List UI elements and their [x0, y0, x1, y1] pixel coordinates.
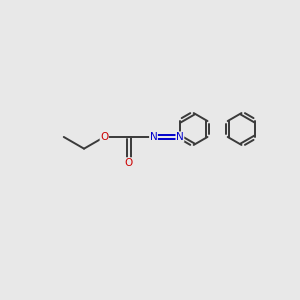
Text: O: O — [125, 158, 133, 168]
Text: N: N — [176, 132, 184, 142]
Text: O: O — [100, 132, 108, 142]
Text: N: N — [150, 132, 158, 142]
